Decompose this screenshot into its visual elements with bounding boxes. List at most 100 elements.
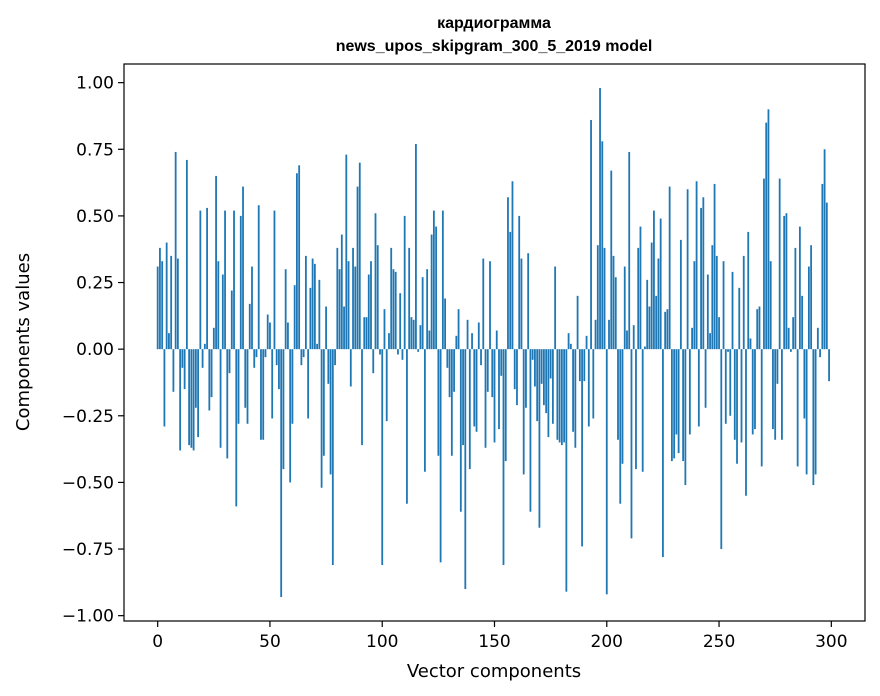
bar [329,349,332,475]
bar [307,349,310,419]
x-tick-label: 300 [815,632,847,652]
bar [504,349,507,462]
bar [709,333,711,350]
x-axis-label: Vector components [407,661,581,682]
bar [790,349,792,352]
bar [538,349,541,528]
bar [432,210,435,350]
bar [765,122,768,350]
bar [343,306,345,350]
bar [345,154,348,350]
bar [556,349,559,440]
bar [569,343,572,350]
bar [352,247,354,350]
bar [466,319,469,350]
bar [763,178,765,350]
bar [408,247,411,350]
bar [197,349,199,438]
bar [280,349,283,598]
bar [230,290,233,350]
bar [679,239,682,350]
bar [578,349,581,382]
bar [677,349,680,454]
bar [796,349,799,467]
bar [619,349,622,504]
bar [237,349,240,424]
y-tick-label: 0.75 [76,140,114,160]
bar [493,349,496,443]
bar [318,279,321,350]
bar [543,349,545,406]
bar [540,349,543,384]
bar [482,258,485,350]
bar [161,261,164,350]
bar [475,349,478,432]
bar [244,349,247,408]
y-tick-label: −0.75 [62,540,114,560]
bar [812,349,815,486]
bar [484,349,487,448]
bar [686,189,689,350]
bar [639,226,642,350]
bar [691,327,693,350]
bar [374,213,377,350]
bar [293,285,296,350]
bar [168,333,170,350]
bar [253,349,256,368]
x-tick-label: 200 [591,632,623,652]
y-tick-label: 1.00 [76,74,114,94]
bar [401,349,404,360]
y-tick-label: 0.50 [76,207,114,227]
x-tick-label: 100 [366,632,398,652]
bar [356,186,359,350]
bar [426,269,429,350]
bar [334,349,336,366]
bar [311,258,314,350]
bar [221,274,224,350]
chart-title-line1: кардиограмма [437,15,551,32]
bar [423,349,426,472]
bar [502,349,505,566]
bar [590,119,592,350]
bar [632,325,635,350]
bar [210,349,213,398]
bar [754,349,756,430]
bar [760,349,763,467]
bar [727,349,729,352]
bar [179,349,182,451]
bar [372,349,375,374]
bar [498,349,500,430]
bar [376,245,379,350]
bar [338,269,341,350]
bar [596,245,599,350]
y-axis-ticks: −1.00 −0.75 −0.50 −0.25 0.00 0.25 0.50 0.75 1.00 [62,74,124,627]
plot-frame [123,63,866,622]
bar [273,210,276,350]
bar [605,349,608,595]
bar [437,349,440,456]
bar [412,319,415,350]
bar [176,258,179,350]
bar [446,349,449,368]
bar [637,247,640,350]
bar [623,266,626,350]
bar [399,293,402,350]
bar [720,349,723,550]
y-axis-label: Components values [13,253,34,431]
bar [379,349,381,355]
bar [421,277,424,350]
bar [792,317,795,350]
bar [206,207,208,350]
bar [612,255,615,350]
bar [242,186,244,350]
bar [159,247,161,350]
bar [320,349,323,488]
bar [289,349,292,483]
bar [684,349,687,486]
bar [439,349,442,563]
y-tick-label: −1.00 [62,607,114,627]
bar [655,295,658,350]
bar [554,266,557,350]
bar [208,349,211,411]
